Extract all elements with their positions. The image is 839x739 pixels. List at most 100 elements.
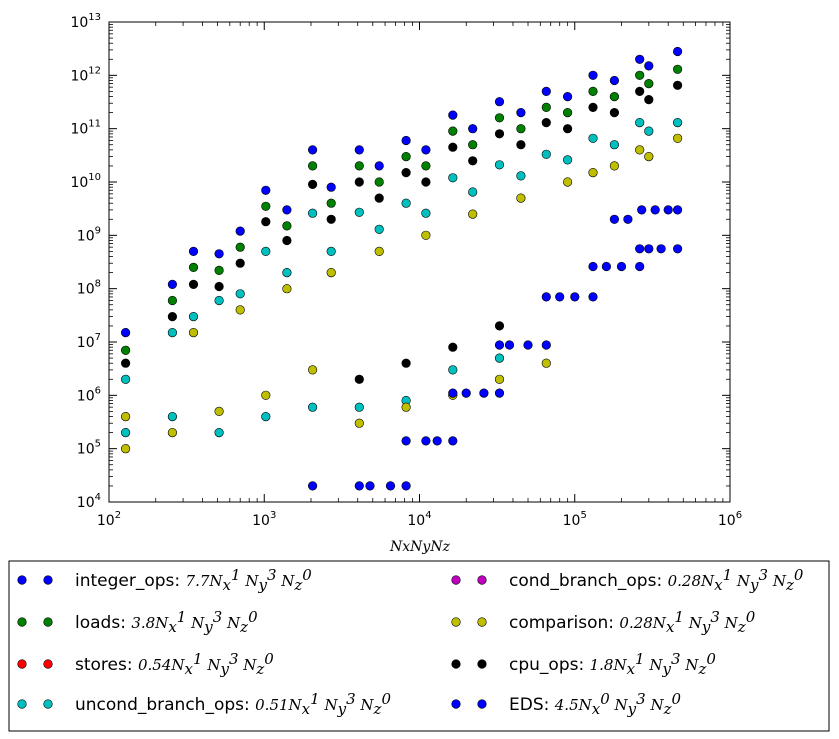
legend-marker-cpu_ops bbox=[451, 659, 461, 669]
x-tick-label-2-base: 10 bbox=[407, 513, 425, 529]
point-uncond_branch_ops-31 bbox=[448, 365, 458, 375]
legend: integer_ops: 7.7Nx1 Ny3 Nz0 loads: 3.8Nx1… bbox=[17, 566, 804, 718]
point-uncond_branch_ops-8 bbox=[494, 160, 505, 170]
point-cpu_ops-21 bbox=[282, 235, 292, 246]
y-tick-label-4-base: 10 bbox=[77, 282, 95, 298]
legend-marker-cond_branch_ops bbox=[451, 575, 461, 585]
point-uncond_branch_ops-22 bbox=[235, 289, 245, 299]
point-EDS-20 bbox=[588, 292, 598, 302]
point-uncond_branch_ops-4 bbox=[308, 208, 318, 218]
y-tick-label-9: 1013 bbox=[70, 12, 101, 31]
point-comparison-15 bbox=[562, 177, 573, 187]
point-EDS-33 bbox=[623, 214, 633, 224]
point-uncond_branch_ops-9 bbox=[541, 149, 551, 159]
y-tick-label-5-base: 10 bbox=[77, 228, 95, 244]
ticks-layer: 102 103 104 105 1061041051061071081091010101… bbox=[70, 12, 742, 529]
point-loads-3 bbox=[261, 201, 271, 211]
y-tick-label-4-exp: 8 bbox=[95, 279, 101, 290]
point-loads-19 bbox=[374, 177, 384, 187]
point-integer_ops-0 bbox=[120, 328, 131, 338]
point-comparison-16 bbox=[516, 193, 526, 203]
point-loads-2 bbox=[214, 265, 224, 276]
point-loads-23 bbox=[188, 262, 199, 273]
point-integer_ops-1 bbox=[167, 279, 177, 290]
point-loads-4 bbox=[308, 161, 318, 171]
point-uncond_branch_ops-21 bbox=[282, 268, 292, 278]
point-cpu_ops-23 bbox=[188, 279, 199, 290]
point-uncond_branch_ops-6 bbox=[401, 198, 411, 208]
point-uncond_branch_ops-18 bbox=[421, 208, 431, 218]
point-EDS-24 bbox=[635, 261, 645, 272]
point-uncond_branch_ops-26 bbox=[214, 428, 224, 438]
y-tick-label-1: 105 bbox=[77, 439, 101, 458]
point-integer_ops-17 bbox=[468, 124, 478, 134]
point-comparison-8 bbox=[494, 374, 505, 384]
point-loads-9 bbox=[541, 102, 551, 112]
point-integer_ops-3 bbox=[261, 185, 271, 195]
x-tick-label-3: 105 bbox=[563, 510, 587, 529]
point-loads-13 bbox=[644, 78, 654, 89]
point-cpu_ops-6 bbox=[401, 168, 411, 178]
x-tick-label-1: 103 bbox=[252, 510, 276, 529]
point-comparison-20 bbox=[326, 268, 336, 278]
point-EDS-29 bbox=[672, 205, 683, 215]
point-EDS-27 bbox=[656, 244, 666, 254]
y-tick-label-8: 1012 bbox=[70, 65, 101, 84]
point-cpu_ops-12 bbox=[672, 80, 683, 90]
legend-label-cond_branch_ops: cond_branch_ops: 0.28Nx1 Ny3 Nz0 bbox=[509, 566, 804, 594]
point-integer_ops-12 bbox=[672, 46, 683, 57]
point-loads-0 bbox=[120, 345, 131, 355]
point-comparison-4 bbox=[308, 365, 318, 375]
point-EDS-14 bbox=[504, 340, 515, 350]
legend-label-EDS: EDS: 4.5Nx0 Ny3 Nz0 bbox=[509, 690, 682, 718]
point-uncond_branch_ops-5 bbox=[354, 207, 364, 217]
x-tick-label-2: 104 bbox=[407, 510, 431, 529]
legend-marker-comparison bbox=[451, 617, 461, 627]
point-EDS-18 bbox=[555, 292, 565, 302]
y-tick-label-3: 107 bbox=[77, 332, 101, 351]
y-tick-label-5: 109 bbox=[77, 225, 101, 244]
point-loads-5 bbox=[354, 161, 364, 171]
point-EDS-1 bbox=[354, 481, 364, 491]
legend-marker-uncond_branch_ops-b bbox=[43, 699, 53, 709]
point-EDS-15 bbox=[523, 340, 533, 350]
point-comparison-0 bbox=[120, 444, 131, 454]
legend-marker-stores-b bbox=[43, 659, 53, 669]
y-tick-label-3-base: 10 bbox=[77, 335, 95, 351]
x-tick-label-1-base: 10 bbox=[252, 513, 270, 529]
point-uncond_branch_ops-28 bbox=[308, 402, 318, 412]
point-EDS-28 bbox=[672, 244, 683, 254]
legend-marker-uncond_branch_ops bbox=[17, 699, 27, 709]
point-uncond_branch_ops-25 bbox=[167, 412, 177, 422]
point-uncond_branch_ops-29 bbox=[354, 402, 364, 412]
x-tick-label-0-base: 10 bbox=[97, 513, 115, 529]
point-cpu_ops-5 bbox=[354, 177, 364, 187]
point-cpu_ops-9 bbox=[541, 117, 551, 128]
point-EDS-4 bbox=[401, 481, 411, 491]
legend-label-integer_ops: integer_ops: 7.7Nx1 Ny3 Nz0 bbox=[75, 566, 312, 594]
point-comparison-23 bbox=[188, 328, 199, 338]
point-integer_ops-19 bbox=[374, 161, 384, 171]
point-EDS-30 bbox=[663, 205, 673, 215]
y-tick-label-4: 108 bbox=[77, 279, 101, 298]
point-uncond_branch_ops-2 bbox=[214, 295, 224, 306]
legend-marker-cpu_ops-b bbox=[477, 659, 487, 669]
legend-box bbox=[8, 560, 830, 732]
y-tick-label-6-exp: 10 bbox=[88, 172, 101, 183]
legend-label-stores: stores: 0.54Nx1 Ny3 Nz0 bbox=[75, 650, 274, 678]
point-comparison-21 bbox=[282, 284, 292, 294]
legend-marker-comparison-b bbox=[477, 617, 487, 627]
point-uncond_branch_ops-23 bbox=[188, 312, 199, 322]
x-tick-label-0: 102 bbox=[97, 510, 121, 529]
y-tick-label-0-base: 10 bbox=[77, 495, 95, 511]
y-tick-label-0: 104 bbox=[77, 492, 101, 511]
point-EDS-23 bbox=[616, 261, 627, 272]
point-cpu_ops-15 bbox=[562, 124, 573, 134]
point-loads-11 bbox=[635, 70, 645, 80]
point-loads-12 bbox=[672, 64, 683, 74]
legend-marker-cond_branch_ops-b bbox=[477, 575, 487, 585]
y-tick-label-6: 1010 bbox=[70, 172, 101, 191]
point-comparison-9 bbox=[541, 358, 551, 368]
legend-label-cpu_ops: cpu_ops: 1.8Nx1 Ny3 Nz0 bbox=[509, 650, 716, 678]
